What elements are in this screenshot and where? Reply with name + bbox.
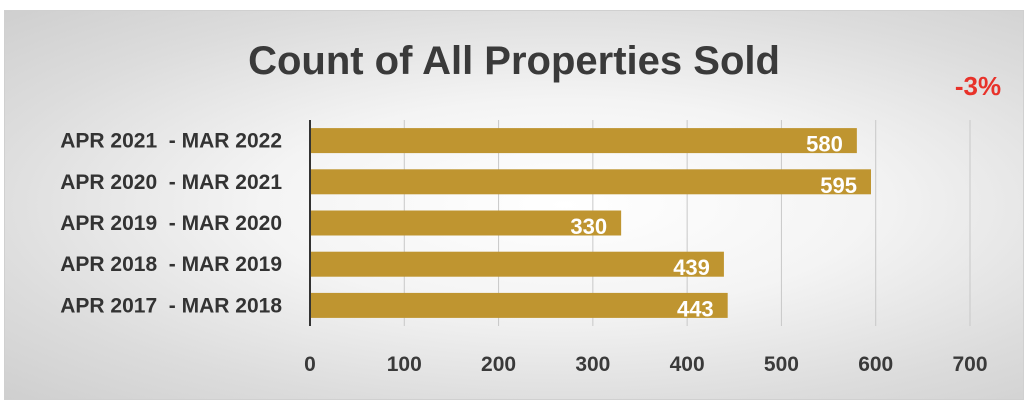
- x-tick-label: 700: [952, 353, 987, 376]
- x-tick-label: 300: [575, 353, 610, 376]
- x-tick-label: 200: [481, 353, 516, 376]
- change-annotation: -3%: [955, 71, 1001, 101]
- x-tick-label: 400: [670, 353, 705, 376]
- data-label: 580: [806, 132, 843, 157]
- x-tick-label: 500: [764, 353, 799, 376]
- data-label: 330: [570, 214, 607, 239]
- chart-area: [4, 10, 1024, 400]
- x-tick-label: 0: [304, 353, 316, 376]
- bar: [310, 169, 871, 195]
- data-label: 439: [673, 255, 710, 280]
- data-label: 595: [820, 173, 857, 198]
- category-labels: APR 2021 - MAR 2022 APR 2020 - MAR 2021 AP…: [60, 130, 282, 318]
- x-tick-labels: 0 100 200 300 400 500 600 700: [304, 353, 987, 376]
- bars: 580 595 330 439 443: [310, 128, 871, 321]
- bar: [310, 128, 857, 154]
- chart-title: Count of All Properties Sold: [248, 39, 780, 83]
- category-label: APR 2018 - MAR 2019: [60, 253, 282, 276]
- category-label: APR 2017 - MAR 2018: [60, 294, 282, 317]
- x-tick-label: 600: [858, 353, 893, 376]
- category-label: APR 2019 - MAR 2020: [60, 212, 282, 235]
- bar: [310, 251, 724, 277]
- category-label: APR 2020 - MAR 2021: [60, 171, 282, 194]
- bar: [310, 210, 622, 236]
- data-label: 443: [677, 296, 714, 321]
- x-tick-label: 100: [387, 353, 422, 376]
- bar: [310, 292, 728, 318]
- gridlines: [403, 120, 971, 326]
- category-label: APR 2021 - MAR 2022: [60, 130, 282, 153]
